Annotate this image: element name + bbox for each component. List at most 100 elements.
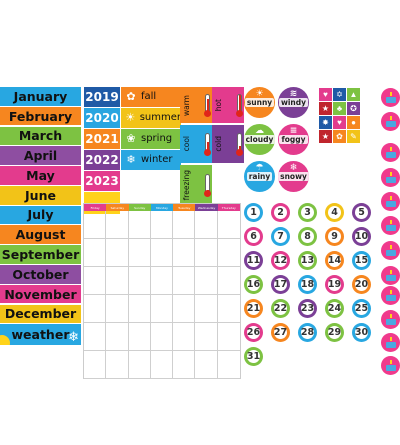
holiday-icon-grid: ♥ ✡ ▲ ★ ♣ ✪ ✸ ♥ ● ★ ✿ ✎ [319, 88, 361, 143]
date-circle-19: 19 [325, 275, 344, 294]
birthday-cake-icon [381, 216, 400, 235]
date-circle-28: 28 [298, 323, 317, 342]
date-number: 17 [274, 278, 287, 291]
date-circle-24: 24 [325, 299, 344, 318]
date-circle-23: 23 [298, 299, 317, 318]
date-circle-12: 12 [271, 251, 290, 270]
month-cards: January February March April May June July Augu… [0, 87, 81, 347]
date-circle-25: 25 [352, 299, 371, 318]
date-number: 2 [274, 206, 287, 219]
date-circle-15: 15 [352, 251, 371, 270]
date-circle-5: 5 [352, 203, 371, 222]
day-header-saturday: Saturday [106, 204, 128, 211]
heart-red-icon: ♥ [333, 116, 346, 129]
weather-circle-windy: ≋ windy [278, 87, 309, 118]
month-label: July [28, 207, 54, 222]
calendar-cell [106, 295, 128, 323]
date-circle-6: 6 [244, 227, 263, 246]
month-label: June [25, 188, 56, 203]
date-number: 21 [247, 302, 260, 315]
calendar-grid: Friday Saturday Sunday Monday Tuesday Wednesd… [83, 203, 241, 379]
date-number: 26 [247, 326, 260, 339]
season-card-spring: ❀ spring [121, 129, 181, 149]
birthday-cake-icon [381, 266, 400, 285]
date-circle-4: 4 [325, 203, 344, 222]
temperature-card-cool: cool [180, 125, 212, 163]
weather-label: cloudy [244, 135, 275, 144]
date-circle-3: 3 [298, 203, 317, 222]
calendar-cell [151, 295, 173, 323]
month-label: January [14, 89, 68, 104]
calendar-cell [106, 211, 128, 239]
temperature-card-freezing: freezing [180, 165, 212, 205]
calendar-cell [129, 295, 151, 323]
month-label: December [5, 306, 76, 321]
calendar-cell [129, 351, 151, 379]
calendar-cell [106, 267, 128, 295]
date-number: 14 [328, 254, 341, 267]
menorah-icon: ✡ [333, 88, 346, 101]
calendar-cell [129, 239, 151, 267]
year-cards: 2019 2020 2021 2022 2023 [84, 87, 120, 214]
birthday-cake-icon [381, 168, 400, 187]
date-number: 27 [274, 326, 287, 339]
date-circle-13: 13 [298, 251, 317, 270]
sun-icon: ☀ [124, 112, 137, 123]
date-circle-30: 30 [352, 323, 371, 342]
season-label: spring [141, 133, 172, 144]
weather-circle-snowy: ❄ snowy [278, 161, 309, 192]
date-number: 4 [328, 206, 341, 219]
date-number: 25 [355, 302, 368, 315]
temperature-label: hot [214, 99, 223, 111]
calendar-cell [151, 323, 173, 351]
temperature-label: warm [182, 95, 191, 116]
date-circle-21: 21 [244, 299, 263, 318]
year-card-2023: 2023 [84, 171, 120, 191]
date-number: 10 [355, 230, 368, 243]
calendar-cell [129, 211, 151, 239]
calendar-cell [129, 267, 151, 295]
date-number: 3 [301, 206, 314, 219]
weather-circle-rainy: ☂ rainy [244, 161, 275, 192]
date-circle-10: 10 [352, 227, 371, 246]
date-circle-17: 17 [271, 275, 290, 294]
date-circle-8: 8 [298, 227, 317, 246]
date-number: 1 [247, 206, 260, 219]
year-card-2019: 2019 [84, 87, 120, 107]
thermometer-icon [205, 174, 210, 196]
month-label: May [26, 168, 55, 183]
calendar-cell [195, 267, 217, 295]
season-label: summer [140, 112, 181, 123]
date-number: 29 [328, 326, 341, 339]
month-card-weather: ❄ weather [0, 324, 81, 345]
sun-icon [0, 335, 10, 345]
month-label: March [19, 128, 62, 143]
calendar-cell [218, 323, 240, 351]
day-header-sunday: Sunday [129, 204, 151, 211]
year-card-2021: 2021 [84, 129, 120, 149]
month-label: August [16, 227, 66, 242]
date-number: 9 [328, 230, 341, 243]
date-circle-11: 11 [244, 251, 263, 270]
date-number: 7 [274, 230, 287, 243]
birthday-cake-icon [381, 192, 400, 211]
season-card-fall: ✿ fall [121, 87, 181, 107]
calendar-cell [195, 351, 217, 379]
calendar-cell [84, 351, 106, 379]
date-number: 18 [301, 278, 314, 291]
month-card-april: April [0, 146, 81, 165]
calendar-cell [195, 323, 217, 351]
month-card-august: August [0, 225, 81, 244]
date-circle-14: 14 [325, 251, 344, 270]
calendar-cell [84, 295, 106, 323]
date-circle-9: 9 [325, 227, 344, 246]
date-number: 12 [274, 254, 287, 267]
date-number: 8 [301, 230, 314, 243]
date-number: 20 [355, 278, 368, 291]
snowflake-icon: ❄ [68, 331, 79, 344]
heart-icon: ♥ [319, 88, 332, 101]
calendar-cell [151, 351, 173, 379]
thermometer-icon [205, 133, 210, 155]
firework-icon: ✸ [319, 116, 332, 129]
date-number: 24 [328, 302, 341, 315]
